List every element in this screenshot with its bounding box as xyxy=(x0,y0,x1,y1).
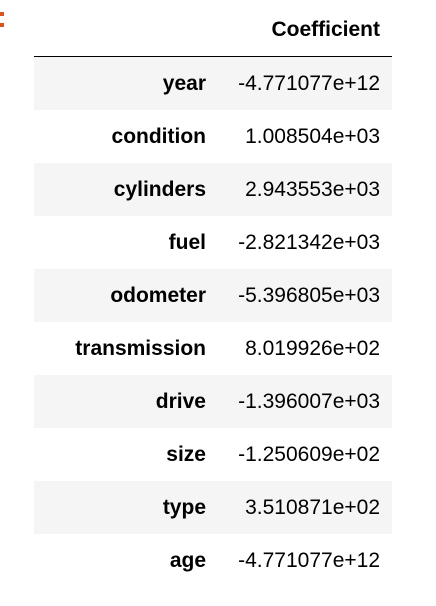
prompt-dot-top xyxy=(0,12,4,16)
row-label: odometer xyxy=(110,283,206,307)
row-value: -1.396007e+03 xyxy=(238,389,380,413)
row-label: age xyxy=(169,548,206,572)
table-row: fuel -2.821342e+03 xyxy=(34,216,392,269)
row-value: -2.821342e+03 xyxy=(238,230,380,254)
table-row: transmission 8.019926e+02 xyxy=(34,322,392,375)
column-header-coefficient: Coefficient xyxy=(218,4,392,57)
row-label: year xyxy=(162,71,206,95)
row-value: -1.250609e+02 xyxy=(238,442,380,466)
row-value: -4.771077e+12 xyxy=(238,71,380,95)
row-label: condition xyxy=(111,124,206,148)
table-row: size -1.250609e+02 xyxy=(34,428,392,481)
row-label: fuel xyxy=(168,230,206,254)
row-label: cylinders xyxy=(113,177,206,201)
row-label: drive xyxy=(155,389,206,413)
row-value: -4.771077e+12 xyxy=(238,548,380,572)
prompt-dot-bottom xyxy=(0,23,4,27)
table-row: type 3.510871e+02 xyxy=(34,481,392,534)
row-label: size xyxy=(166,442,206,466)
index-header xyxy=(34,4,218,57)
row-value: 8.019926e+02 xyxy=(245,336,380,360)
row-value: -5.396805e+03 xyxy=(238,283,380,307)
row-label: transmission xyxy=(75,336,206,360)
row-value: 3.510871e+02 xyxy=(245,495,380,519)
table-body: year -4.771077e+12 condition 1.008504e+0… xyxy=(34,56,392,587)
table-row: year -4.771077e+12 xyxy=(34,56,392,110)
table-row: drive -1.396007e+03 xyxy=(34,375,392,428)
table-row: condition 1.008504e+03 xyxy=(34,110,392,163)
row-value: 1.008504e+03 xyxy=(245,124,380,148)
cell-prompt-marker xyxy=(0,12,4,30)
table-row: odometer -5.396805e+03 xyxy=(34,269,392,322)
table-row: age -4.771077e+12 xyxy=(34,534,392,587)
table-header: Coefficient xyxy=(34,4,392,57)
row-label: type xyxy=(162,495,206,519)
header-row: Coefficient xyxy=(34,4,392,57)
dataframe-table: Coefficient year -4.771077e+12 condition… xyxy=(34,4,392,587)
table-row: cylinders 2.943553e+03 xyxy=(34,163,392,216)
row-value: 2.943553e+03 xyxy=(245,177,380,201)
